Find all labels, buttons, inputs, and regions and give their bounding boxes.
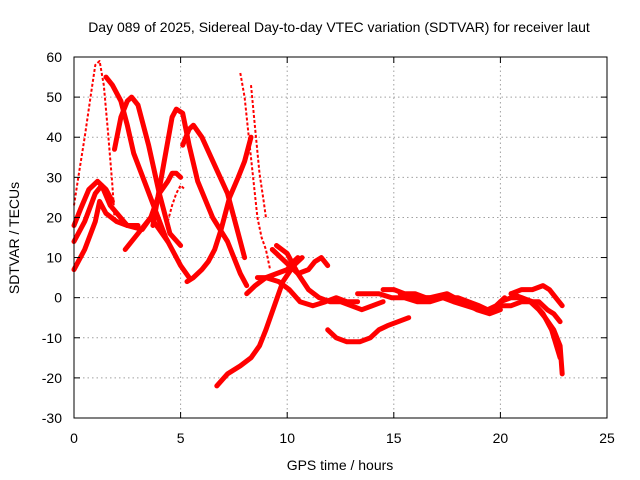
y-tick-label: 40 (46, 129, 62, 145)
series-pass-08 (184, 134, 254, 285)
series-cross-03 (239, 72, 272, 270)
y-tick-label: 50 (46, 89, 62, 105)
y-tick-label: 20 (46, 209, 62, 225)
series-pass-13 (269, 247, 331, 277)
y-tick-label: 60 (46, 49, 62, 65)
x-tick-label: 25 (599, 430, 615, 446)
series-pass-04 (103, 74, 192, 281)
series-pass-09 (180, 122, 248, 261)
y-tick-label: 30 (46, 169, 62, 185)
series-pass-18 (397, 291, 503, 317)
series-cross-01 (73, 60, 116, 218)
x-tick-label: 0 (70, 430, 78, 446)
x-axis-label: GPS time / hours (287, 457, 394, 473)
y-axis-label: SDTVAR / TECUs (6, 182, 22, 294)
x-tick-labels: 0 5 10 15 20 25 (70, 430, 615, 446)
series-pass-15 (325, 315, 412, 345)
series-cross-02 (166, 184, 186, 222)
series-pass-14 (274, 243, 386, 313)
y-tick-label: 10 (46, 250, 62, 266)
chart-title: Day 089 of 2025, Sidereal Day-to-day VTE… (88, 19, 590, 35)
y-tick-labels: -30 -20 -10 0 10 20 30 40 50 60 (42, 49, 62, 426)
series-pass-07 (150, 106, 250, 289)
y-tick-label: -20 (42, 370, 62, 386)
tick-layer (73, 56, 608, 419)
x-tick-label: 20 (493, 430, 509, 446)
series-layer (71, 60, 565, 389)
series-pass-06 (112, 94, 184, 248)
series-cross-04 (250, 85, 267, 218)
series-pass-03 (71, 178, 115, 228)
x-tick-label: 15 (386, 430, 402, 446)
y-tick-label: 0 (54, 290, 62, 306)
series-pass-20 (508, 283, 565, 309)
plot-border (73, 56, 608, 419)
y-tick-label: -10 (42, 330, 62, 346)
x-tick-label: 5 (177, 430, 185, 446)
series-pass-05 (122, 170, 184, 252)
y-tick-label: -30 (42, 410, 62, 426)
series-pass-10 (214, 255, 305, 389)
series-pass-21 (497, 295, 563, 325)
x-tick-label: 10 (279, 430, 295, 446)
